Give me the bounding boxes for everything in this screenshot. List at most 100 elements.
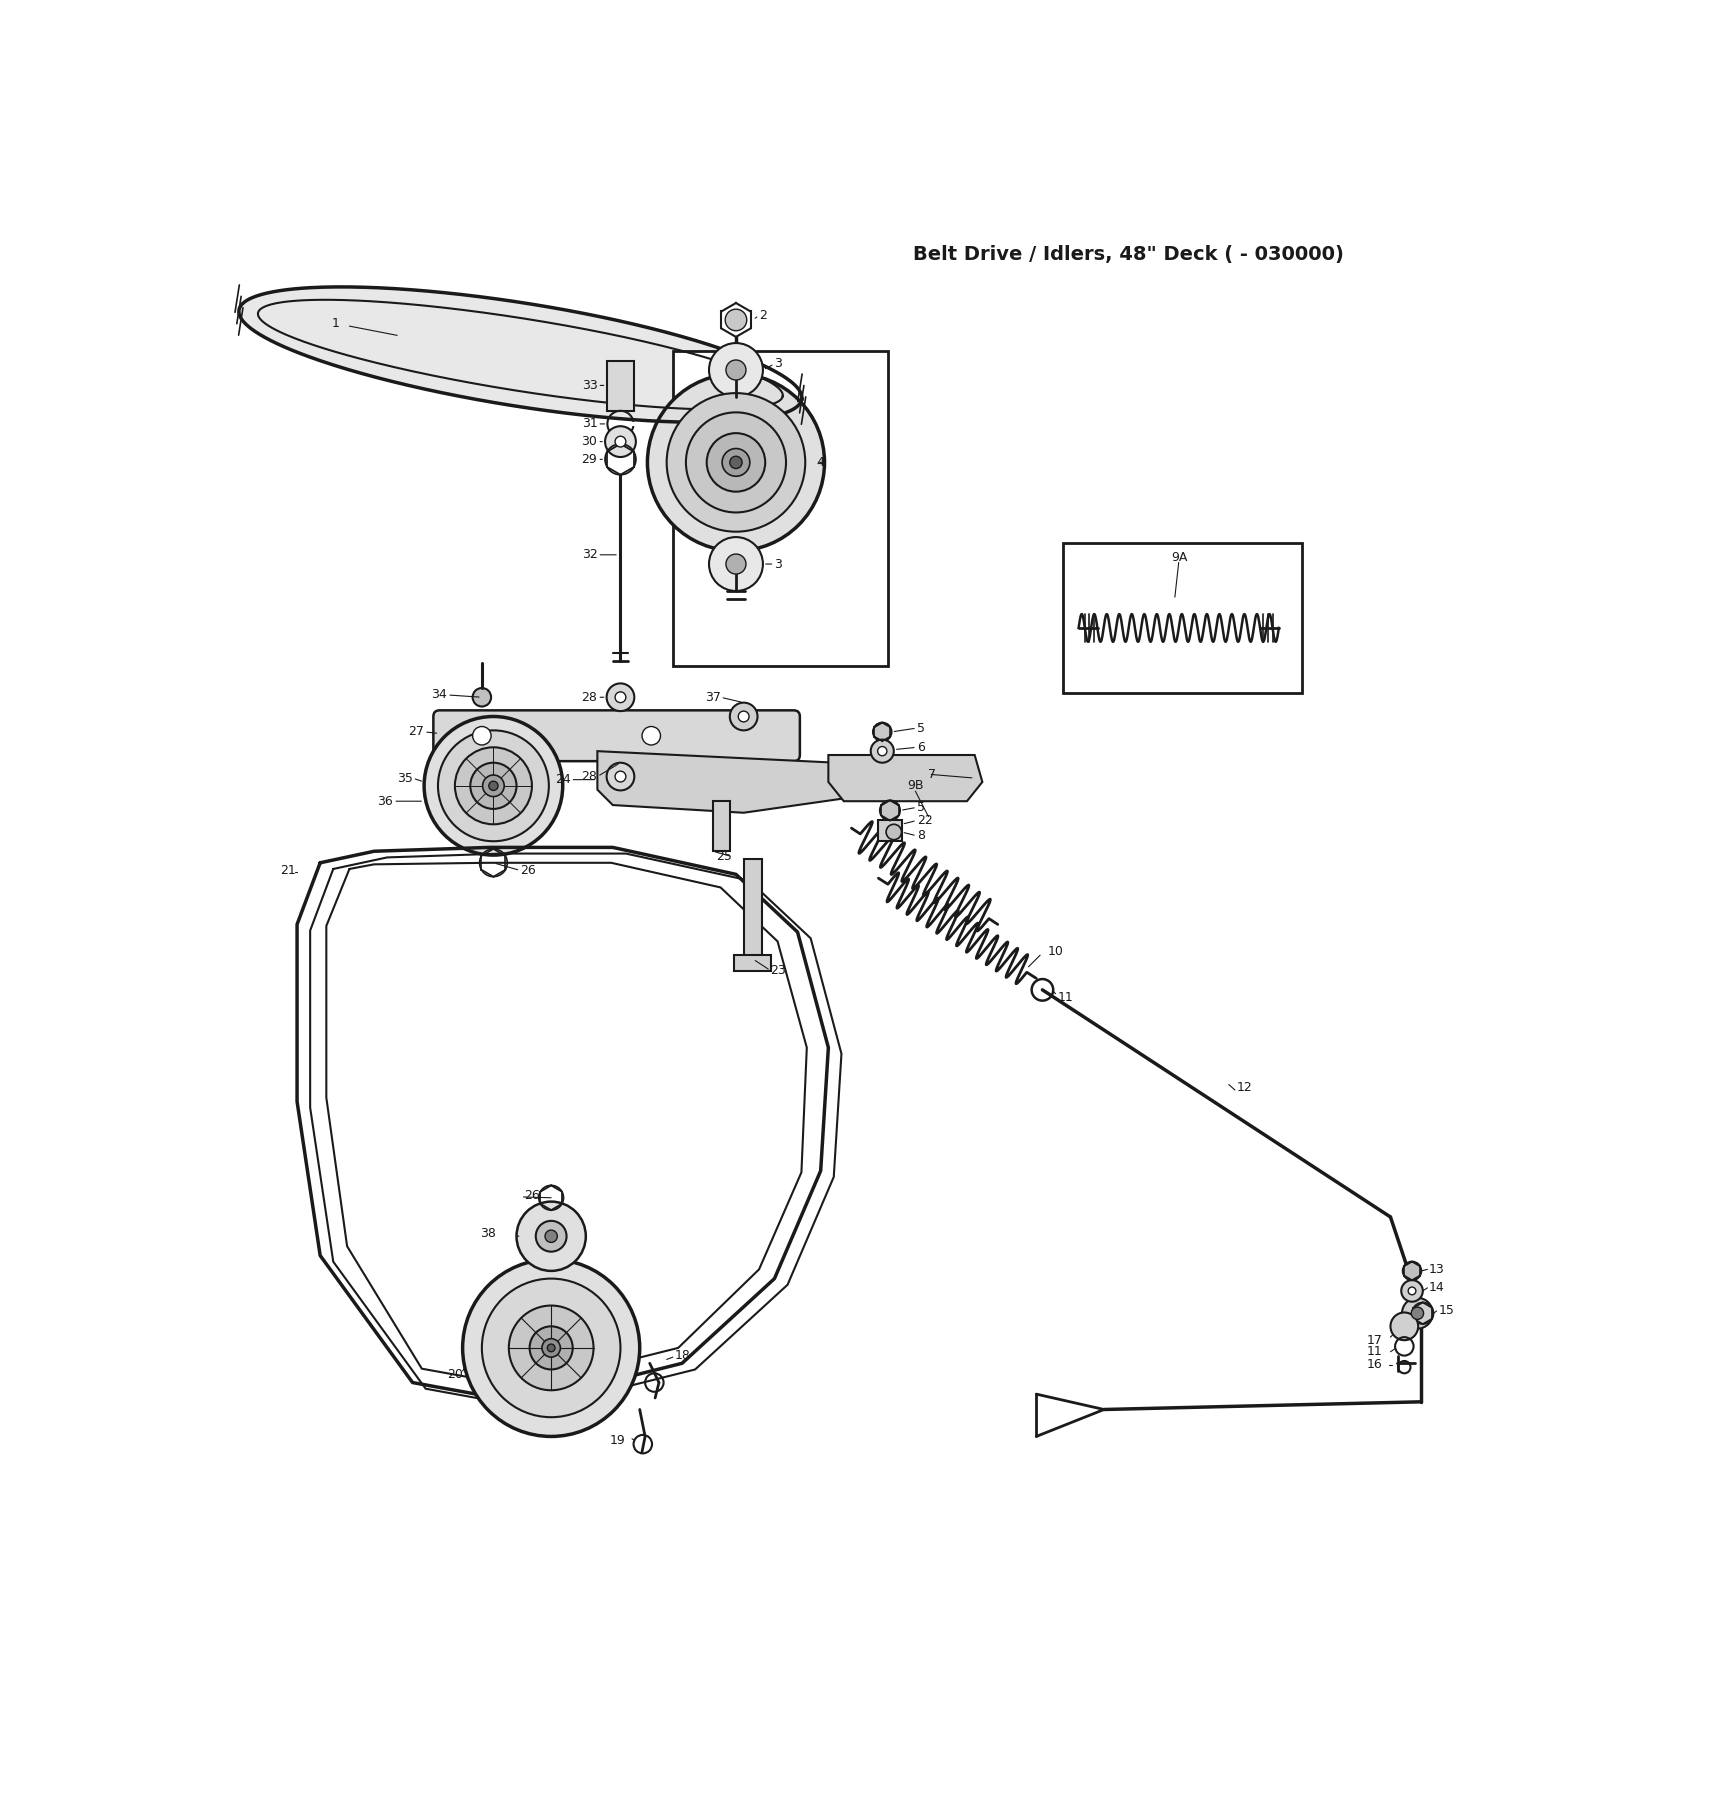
Circle shape: [545, 1229, 557, 1242]
Circle shape: [456, 747, 532, 824]
Circle shape: [530, 1327, 573, 1370]
Circle shape: [877, 747, 887, 756]
Circle shape: [614, 691, 627, 702]
Text: 26: 26: [520, 864, 537, 877]
Circle shape: [642, 727, 661, 745]
Text: 17: 17: [1367, 1334, 1383, 1346]
Circle shape: [1402, 1280, 1422, 1301]
Circle shape: [666, 392, 806, 531]
Circle shape: [473, 727, 492, 745]
Circle shape: [425, 716, 563, 855]
Circle shape: [488, 781, 499, 790]
Text: 23: 23: [770, 965, 787, 977]
Circle shape: [463, 1260, 640, 1436]
Text: 28: 28: [582, 691, 597, 704]
Bar: [713, 801, 730, 851]
Text: 34: 34: [432, 688, 447, 702]
Text: 37: 37: [704, 691, 720, 704]
Circle shape: [727, 554, 746, 574]
Circle shape: [870, 740, 894, 763]
Circle shape: [885, 824, 901, 839]
Text: 9A: 9A: [1170, 551, 1187, 565]
Text: 14: 14: [1429, 1282, 1445, 1294]
Polygon shape: [597, 751, 851, 814]
Circle shape: [535, 1220, 566, 1251]
Circle shape: [725, 310, 747, 331]
Text: 15: 15: [1438, 1305, 1453, 1318]
Circle shape: [739, 711, 749, 722]
Circle shape: [1402, 1298, 1433, 1328]
Text: 6: 6: [917, 742, 925, 754]
Text: 8: 8: [917, 830, 925, 842]
Text: 36: 36: [378, 796, 394, 808]
Bar: [673, 351, 889, 666]
Circle shape: [509, 1305, 594, 1390]
Circle shape: [483, 776, 504, 797]
Circle shape: [1403, 1262, 1420, 1280]
Circle shape: [685, 412, 785, 513]
Circle shape: [606, 763, 635, 790]
Text: 7: 7: [929, 769, 937, 781]
Circle shape: [873, 722, 892, 742]
Text: 26: 26: [525, 1190, 540, 1202]
Text: 27: 27: [409, 725, 425, 738]
Text: 29: 29: [582, 454, 597, 466]
Circle shape: [1408, 1287, 1415, 1294]
Circle shape: [709, 536, 763, 590]
Circle shape: [482, 1278, 620, 1417]
Text: Belt Drive / Idlers, 48" Deck ( - 030000): Belt Drive / Idlers, 48" Deck ( - 030000…: [913, 245, 1345, 265]
Text: 16: 16: [1367, 1359, 1383, 1372]
Circle shape: [473, 688, 492, 706]
Text: 20: 20: [447, 1368, 463, 1381]
Circle shape: [880, 801, 899, 821]
Text: 30: 30: [582, 436, 597, 448]
Text: 11: 11: [1367, 1345, 1383, 1359]
Circle shape: [727, 360, 746, 380]
Text: 9B: 9B: [908, 779, 923, 792]
Text: 3: 3: [775, 558, 782, 571]
Text: 4: 4: [816, 455, 825, 468]
Circle shape: [438, 731, 549, 841]
Circle shape: [606, 684, 635, 711]
Bar: [735, 956, 772, 970]
Text: 33: 33: [582, 378, 597, 392]
Circle shape: [547, 1345, 556, 1352]
Circle shape: [1391, 1312, 1419, 1341]
Text: 24: 24: [554, 774, 570, 787]
Text: 10: 10: [1048, 945, 1063, 958]
Circle shape: [730, 455, 742, 468]
Text: 25: 25: [716, 850, 732, 864]
Text: 32: 32: [582, 549, 597, 562]
Circle shape: [469, 763, 516, 808]
Circle shape: [606, 427, 635, 457]
Circle shape: [516, 1202, 585, 1271]
Text: 35: 35: [397, 772, 413, 785]
Text: 18: 18: [675, 1350, 690, 1363]
Circle shape: [614, 770, 627, 781]
Text: 12: 12: [1236, 1082, 1253, 1094]
Circle shape: [721, 448, 749, 477]
Polygon shape: [828, 754, 982, 801]
Text: 31: 31: [582, 418, 597, 430]
Text: 22: 22: [917, 814, 932, 826]
Text: 11: 11: [1058, 992, 1074, 1004]
Text: 19: 19: [609, 1435, 627, 1447]
Text: 1: 1: [331, 317, 340, 331]
Circle shape: [1412, 1307, 1424, 1319]
Text: 3: 3: [775, 358, 782, 371]
Text: 28: 28: [582, 770, 597, 783]
Circle shape: [614, 436, 627, 446]
Text: 5: 5: [917, 801, 925, 814]
Bar: [744, 859, 763, 959]
Text: 5: 5: [917, 722, 925, 734]
Text: 13: 13: [1429, 1264, 1445, 1276]
Circle shape: [730, 702, 758, 731]
Circle shape: [647, 374, 825, 551]
Circle shape: [709, 344, 763, 398]
Text: 38: 38: [480, 1228, 495, 1240]
Circle shape: [542, 1339, 561, 1357]
Text: 21: 21: [280, 864, 295, 877]
Polygon shape: [238, 286, 803, 423]
Bar: [879, 819, 901, 841]
Bar: [1063, 544, 1301, 693]
